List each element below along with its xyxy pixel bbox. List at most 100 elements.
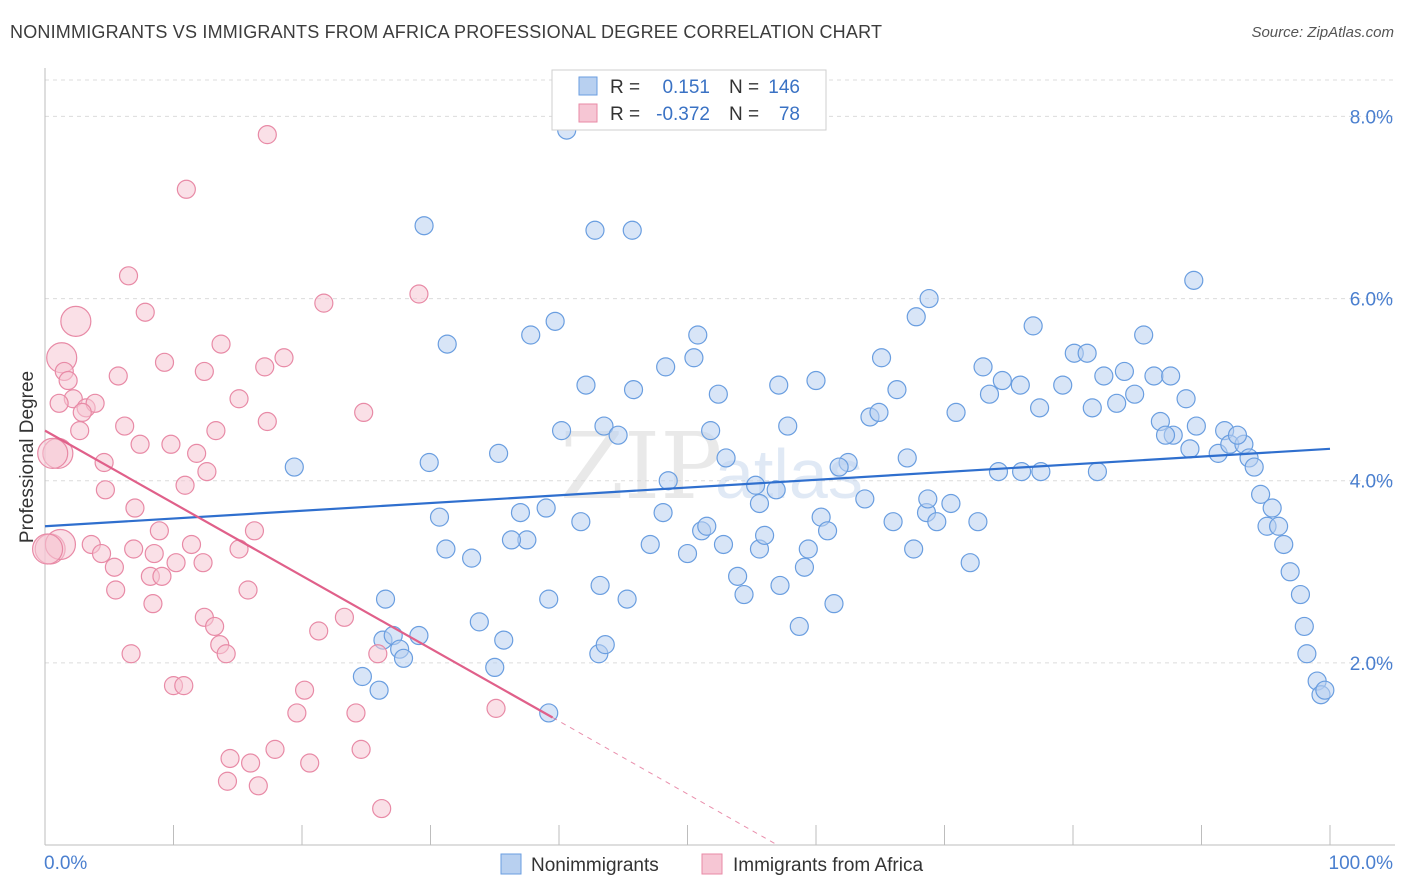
legend-r-value: 0.151 (662, 77, 710, 98)
data-point (106, 580, 126, 600)
data-point (1294, 616, 1314, 637)
data-point (121, 644, 141, 664)
data-point (1010, 375, 1030, 395)
data-point (436, 539, 456, 559)
data-point (469, 612, 489, 632)
legend-label-immigrants: Immigrants from Africa (733, 855, 923, 876)
data-point (769, 375, 789, 395)
data-point (1184, 270, 1204, 290)
data-point (1094, 366, 1114, 386)
data-point (217, 771, 238, 791)
data-point (244, 521, 265, 541)
data-point (1023, 316, 1043, 336)
watermark: ZIP atlas (560, 413, 863, 520)
data-point (1077, 343, 1097, 363)
data-point (1029, 398, 1050, 418)
data-point (510, 502, 531, 523)
legend-n-value: 78 (779, 104, 800, 125)
data-point (257, 411, 277, 432)
data-point (595, 635, 615, 655)
data-point (1274, 534, 1294, 555)
legend-swatch-nonimmigrants (500, 853, 522, 875)
data-point (708, 384, 728, 404)
data-point (175, 475, 195, 495)
data-point (462, 548, 482, 568)
data-point (887, 380, 907, 400)
data-point (314, 293, 334, 313)
data-point (1176, 389, 1196, 409)
data-point (393, 648, 414, 668)
data-point (135, 302, 155, 322)
data-point (754, 525, 775, 545)
data-point (154, 352, 175, 372)
data-point (701, 421, 721, 441)
data-point (161, 434, 181, 454)
data-point (749, 493, 770, 514)
grid-lines (45, 79, 1395, 664)
y-tick-label: 4.0% (1350, 472, 1393, 493)
trend-lines (44, 429, 1331, 846)
data-point (713, 534, 734, 555)
series-legend: Nonimmigrants Immigrants from Africa (500, 853, 923, 876)
data-point (623, 380, 644, 400)
data-point (220, 748, 240, 769)
data-point (216, 644, 236, 664)
data-point (766, 480, 786, 500)
data-point (300, 753, 320, 773)
data-point (585, 220, 605, 240)
legend-n-label: N = (729, 104, 759, 125)
data-point (309, 621, 329, 641)
data-point (1125, 384, 1145, 404)
data-point (688, 325, 708, 345)
data-point (1290, 584, 1311, 605)
data-point (697, 516, 717, 536)
data-point (95, 480, 115, 500)
data-point (1155, 425, 1176, 445)
data-point (571, 512, 591, 532)
data-point (1186, 416, 1206, 436)
data-point (108, 366, 128, 386)
data-point (130, 434, 150, 454)
data-point (115, 416, 135, 436)
data-point (257, 125, 277, 145)
y-tick-label: 8.0% (1350, 107, 1393, 128)
data-point (125, 498, 145, 518)
series-immigrants-from-africa (31, 125, 506, 819)
legend-r-value: -0.372 (656, 104, 710, 125)
data-point (551, 421, 572, 441)
trend-line-nonimmigrants (44, 447, 1331, 528)
data-point (501, 530, 522, 550)
data-point (545, 311, 565, 331)
data-point (871, 348, 892, 368)
data-point (334, 607, 355, 627)
data-point (485, 657, 505, 678)
data-point (58, 370, 78, 391)
data-point (354, 402, 374, 423)
data-point (1251, 484, 1271, 504)
data-point (640, 534, 660, 555)
data-point (770, 575, 790, 596)
data-point (181, 534, 202, 555)
data-point (536, 498, 556, 518)
data-point (205, 616, 225, 637)
data-point (590, 575, 610, 596)
y-tick-labels: 2.0% 4.0% 6.0% 8.0% (1350, 107, 1393, 674)
legend-r-label: R = (610, 104, 640, 125)
data-point (608, 425, 628, 445)
data-point (1244, 457, 1264, 477)
data-point (72, 402, 92, 423)
data-point (489, 443, 509, 463)
data-point (211, 334, 231, 354)
data-point (824, 594, 844, 614)
data-point (197, 462, 217, 482)
chart-title: NONIMMIGRANTS VS IMMIGRANTS FROM AFRICA … (10, 22, 883, 42)
data-point (352, 666, 372, 687)
data-point (238, 580, 258, 600)
data-point (1161, 366, 1181, 386)
data-point (70, 421, 90, 441)
y-axis-title: Professional Degree (17, 371, 38, 543)
series-nonimmigrants (284, 120, 1335, 723)
data-point (960, 553, 980, 573)
data-point (294, 680, 315, 700)
